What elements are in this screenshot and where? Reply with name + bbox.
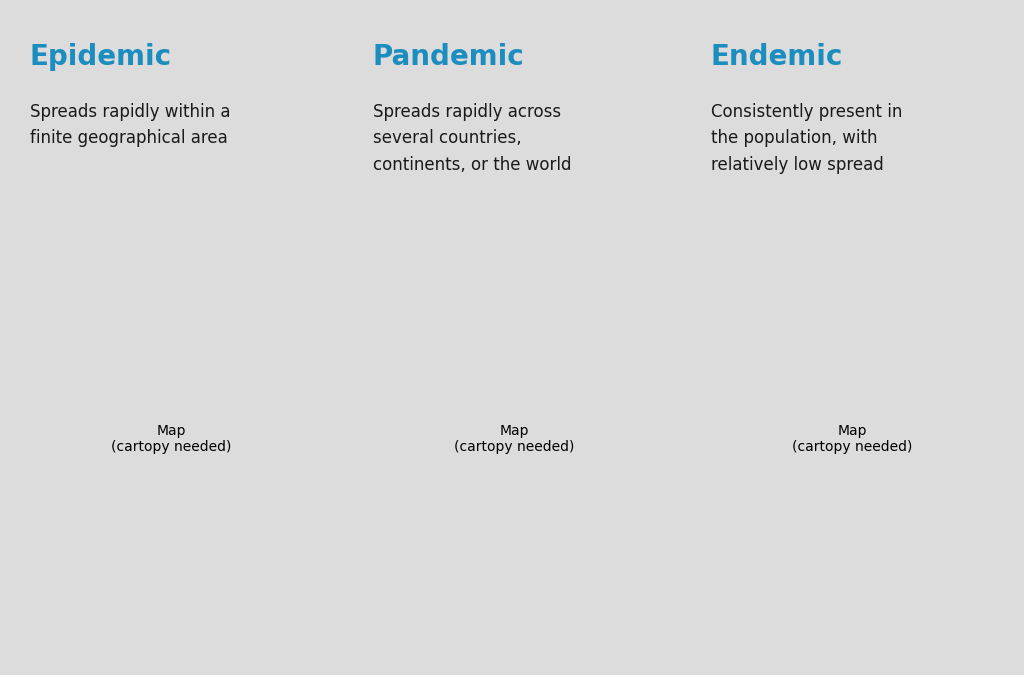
Text: Spreads rapidly within a
finite geographical area: Spreads rapidly within a finite geograph… (30, 103, 230, 147)
Text: Consistently present in
the population, with
relatively low spread: Consistently present in the population, … (711, 103, 902, 173)
Text: Pandemic: Pandemic (373, 43, 524, 71)
Text: Endemic: Endemic (711, 43, 843, 71)
Text: Map
(cartopy needed): Map (cartopy needed) (455, 424, 574, 454)
Text: Map
(cartopy needed): Map (cartopy needed) (112, 424, 231, 454)
Text: Spreads rapidly across
several countries,
continents, or the world: Spreads rapidly across several countries… (373, 103, 571, 173)
Text: Epidemic: Epidemic (30, 43, 172, 71)
Text: Map
(cartopy needed): Map (cartopy needed) (793, 424, 912, 454)
